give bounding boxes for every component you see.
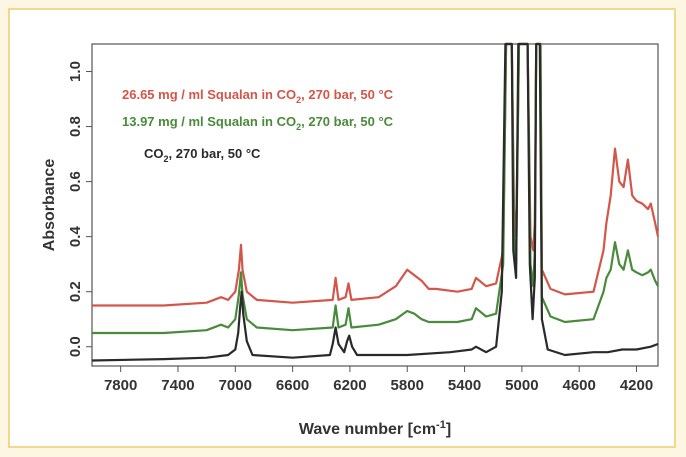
y-tick-label: 0.2 [67, 281, 84, 302]
x-tick-label: 7000 [219, 377, 252, 394]
legend-entry-2: 13.97 mg / ml Squalan in CO2, 270 bar, 5… [122, 114, 394, 132]
x-axis: 7800 7400 7000 6600 6200 5800 5400 5000 4600 4200 [104, 366, 653, 394]
x-tick-label: 5800 [391, 377, 424, 394]
figure-frame [8, 8, 676, 448]
x-tick-label: 7400 [161, 377, 194, 394]
series-lines [91, 42, 660, 362]
x-tick-label: 6600 [276, 377, 309, 394]
legend-entry-1: 26.65 mg / ml Squalan in CO2, 270 bar, 5… [122, 87, 394, 105]
y-tick-label: 0.6 [67, 171, 84, 192]
legend-entry-3: CO2, 270 bar, 50 °C [144, 146, 261, 164]
x-tick-label: 5000 [505, 377, 538, 394]
series-line-3 [91, 42, 659, 362]
y-tick-label: 0.0 [67, 336, 84, 357]
series-line-1 [92, 42, 660, 307]
x-axis-title: Wave number [cm-1] [299, 419, 451, 438]
x-tick-label: 7800 [104, 377, 137, 394]
x-tick-label: 6200 [333, 377, 366, 394]
y-axis: 0.0 0.2 0.4 0.6 0.8 1.0 [67, 61, 92, 357]
x-tick-label: 4600 [563, 377, 596, 394]
y-tick-label: 0.4 [67, 226, 84, 248]
x-tick-label: 5400 [448, 377, 481, 394]
y-axis-title: Absorbance [41, 159, 58, 252]
plot-area-border [91, 43, 659, 367]
y-tick-label: 0.8 [67, 116, 84, 137]
series-line-2 [92, 42, 659, 335]
legend: 26.65 mg / ml Squalan in CO2, 270 bar, 5… [122, 87, 394, 164]
y-tick-label: 1.0 [67, 61, 84, 82]
x-tick-label: 4200 [620, 377, 653, 394]
